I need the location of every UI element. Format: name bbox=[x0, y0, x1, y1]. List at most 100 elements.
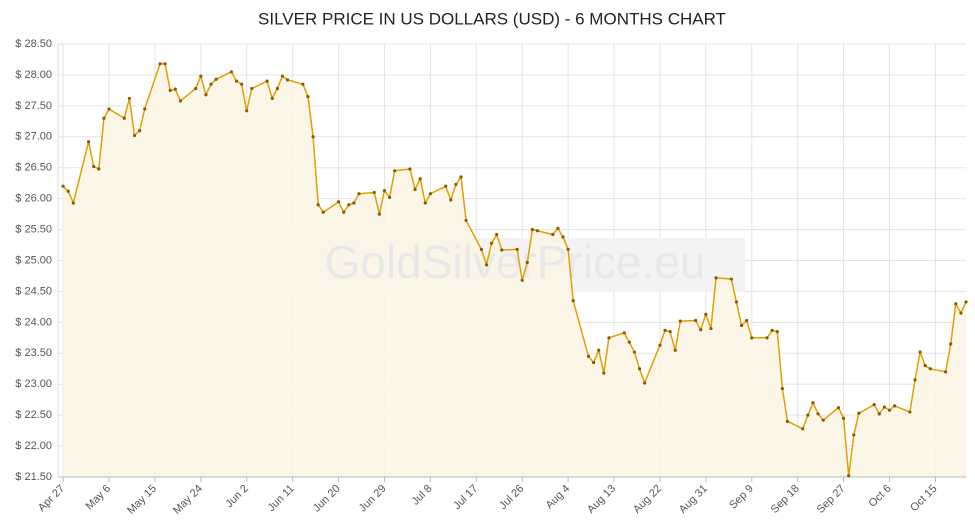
point bbox=[168, 88, 172, 92]
point bbox=[127, 96, 132, 101]
point bbox=[637, 367, 642, 371]
point bbox=[347, 203, 351, 207]
point bbox=[770, 328, 774, 332]
point bbox=[964, 300, 968, 304]
point bbox=[821, 418, 825, 422]
watermark: GoldSilverPrice.eu bbox=[325, 236, 706, 288]
point bbox=[632, 350, 637, 354]
point bbox=[199, 74, 203, 78]
point bbox=[250, 86, 254, 91]
y-tick-label: $ 24.00 bbox=[15, 316, 52, 328]
point bbox=[959, 311, 963, 315]
point bbox=[678, 319, 682, 323]
x-tick-label: Aug 4 bbox=[543, 483, 572, 512]
point bbox=[342, 210, 346, 214]
point bbox=[143, 107, 147, 111]
area bbox=[63, 63, 967, 478]
x-tick-label: May 6 bbox=[84, 483, 114, 513]
point bbox=[173, 87, 177, 91]
point bbox=[484, 263, 489, 267]
point bbox=[535, 229, 540, 233]
point bbox=[566, 247, 570, 251]
point bbox=[923, 364, 927, 368]
point bbox=[92, 164, 96, 169]
y-tick-label: $ 26.00 bbox=[15, 193, 52, 205]
point bbox=[699, 328, 703, 332]
point bbox=[592, 360, 596, 365]
point bbox=[551, 232, 555, 237]
point bbox=[571, 299, 575, 303]
point bbox=[882, 405, 886, 409]
point bbox=[852, 433, 856, 437]
point bbox=[673, 348, 677, 352]
x-tick-label: Sep 27 bbox=[815, 483, 848, 516]
x-tick-label: Jun 29 bbox=[357, 483, 389, 515]
point bbox=[765, 336, 769, 340]
point bbox=[892, 404, 897, 408]
x-tick-label: Sep 18 bbox=[769, 483, 802, 516]
y-tick-label: $ 21.50 bbox=[15, 471, 52, 483]
point bbox=[586, 354, 591, 358]
point bbox=[66, 189, 70, 193]
y-tick-label: $ 25.50 bbox=[15, 223, 52, 235]
point bbox=[61, 184, 65, 188]
y-tick-label: $ 27.00 bbox=[15, 131, 52, 143]
point bbox=[459, 175, 463, 179]
point bbox=[163, 62, 167, 66]
point bbox=[449, 198, 453, 202]
point bbox=[918, 350, 922, 354]
y-tick-label: $ 22.00 bbox=[15, 440, 52, 452]
point bbox=[515, 247, 519, 251]
point bbox=[597, 348, 601, 352]
point bbox=[734, 300, 739, 304]
point bbox=[306, 94, 310, 99]
y-tick-label: $ 28.50 bbox=[15, 38, 52, 50]
point bbox=[178, 99, 183, 103]
point bbox=[393, 169, 397, 173]
chart-title: SILVER PRICE IN US DOLLARS (USD) - 6 MON… bbox=[258, 9, 726, 28]
point bbox=[908, 410, 912, 414]
point bbox=[943, 370, 948, 374]
point bbox=[525, 260, 529, 264]
point bbox=[209, 82, 213, 86]
point bbox=[954, 302, 958, 306]
point bbox=[841, 416, 846, 420]
x-tick-label: Oct 15 bbox=[908, 483, 939, 514]
point bbox=[949, 342, 953, 346]
point bbox=[138, 129, 142, 133]
point bbox=[847, 474, 851, 478]
point bbox=[240, 82, 244, 86]
point bbox=[556, 226, 560, 230]
point bbox=[285, 78, 290, 82]
x-tick-label: Sep 9 bbox=[727, 483, 756, 512]
point bbox=[622, 331, 626, 335]
point bbox=[806, 413, 810, 417]
y-tick-label: $ 26.50 bbox=[15, 162, 52, 174]
x-tick-label: Jun 2 bbox=[223, 483, 251, 511]
point bbox=[87, 140, 91, 144]
point bbox=[668, 330, 672, 334]
point bbox=[418, 177, 422, 181]
point bbox=[194, 86, 198, 91]
y-tick-label: $ 25.00 bbox=[15, 254, 52, 266]
point bbox=[561, 235, 565, 239]
point bbox=[658, 343, 662, 347]
y-tick-label: $ 24.50 bbox=[15, 285, 52, 297]
point bbox=[270, 96, 274, 101]
point bbox=[107, 107, 111, 111]
point bbox=[382, 189, 387, 193]
point bbox=[97, 167, 101, 171]
point bbox=[928, 367, 932, 371]
point bbox=[857, 411, 861, 415]
point bbox=[627, 340, 631, 344]
point bbox=[158, 62, 162, 66]
point bbox=[489, 241, 494, 245]
point bbox=[479, 247, 483, 251]
point bbox=[301, 82, 305, 86]
point bbox=[454, 182, 458, 187]
point bbox=[785, 419, 790, 423]
point bbox=[71, 201, 75, 205]
point bbox=[801, 427, 805, 431]
point bbox=[520, 278, 524, 282]
x-tick-label: Aug 13 bbox=[585, 483, 618, 516]
